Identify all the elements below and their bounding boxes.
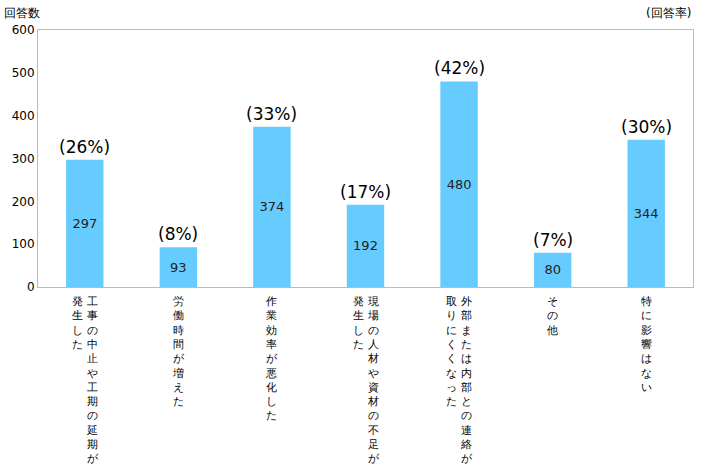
svg-text:回答数: 回答数 <box>4 6 40 20</box>
svg-text:100: 100 <box>12 237 35 251</box>
svg-text:(17%): (17%) <box>340 182 391 202</box>
svg-text:344: 344 <box>634 206 659 221</box>
svg-text:480: 480 <box>447 177 472 192</box>
svg-text:(7%): (7%) <box>533 230 573 250</box>
svg-text:600: 600 <box>12 23 35 37</box>
svg-text:特に影響はない: 特に影響はない <box>641 295 652 394</box>
svg-text:80: 80 <box>544 262 561 277</box>
svg-text:現場の人材や資材の不足が: 現場の人材や資材の不足が <box>367 295 380 465</box>
svg-text:374: 374 <box>260 199 285 214</box>
svg-text:400: 400 <box>12 109 35 123</box>
svg-text:取りにくくなった: 取りにくくなった <box>446 295 457 408</box>
svg-text:192: 192 <box>353 238 378 253</box>
svg-text:(回答率): (回答率) <box>646 6 691 20</box>
svg-text:発生した: 発生した <box>72 295 83 351</box>
svg-text:300: 300 <box>12 152 35 166</box>
svg-text:(26%): (26%) <box>59 137 110 157</box>
svg-text:297: 297 <box>72 216 97 231</box>
svg-text:その他: その他 <box>547 295 558 337</box>
svg-text:0: 0 <box>27 280 35 294</box>
svg-text:外部または内部との連絡が: 外部または内部との連絡が <box>460 295 473 465</box>
svg-text:93: 93 <box>170 260 187 275</box>
svg-text:(42%): (42%) <box>434 58 485 78</box>
svg-text:(30%): (30%) <box>621 117 672 137</box>
svg-text:200: 200 <box>12 195 35 209</box>
svg-text:作業効率が悪化した: 作業効率が悪化した <box>265 295 278 422</box>
svg-text:(8%): (8%) <box>158 224 198 244</box>
svg-text:工事の中止や工期の延期が: 工事の中止や工期の延期が <box>86 295 99 465</box>
svg-text:発生した: 発生した <box>353 295 364 351</box>
svg-text:(33%): (33%) <box>246 104 297 124</box>
svg-text:500: 500 <box>12 66 35 80</box>
svg-text:労働時間が増えた: 労働時間が増えた <box>172 295 185 408</box>
